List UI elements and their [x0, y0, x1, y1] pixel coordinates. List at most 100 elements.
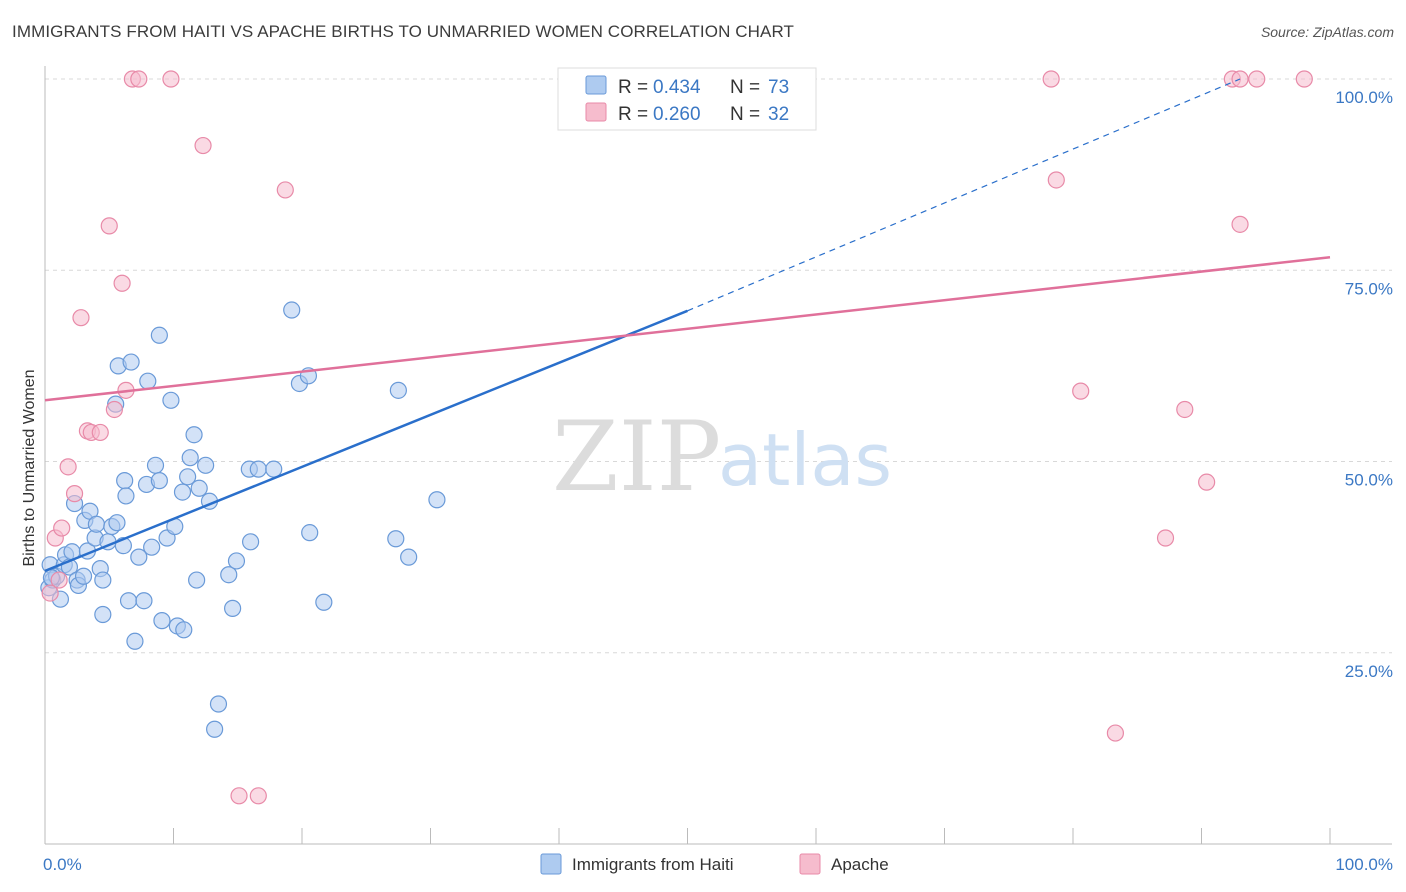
haiti-point-70 — [400, 548, 418, 566]
y-tick-label-1: 50.0% — [1345, 471, 1393, 490]
haiti-point-71 — [428, 491, 446, 509]
haiti-point-20 — [94, 605, 112, 624]
chart-title: IMMIGRANTS FROM HAITI VS APACHE BIRTHS T… — [12, 22, 795, 41]
haiti-point-19 — [94, 571, 112, 589]
y-tick-label-2: 75.0% — [1345, 279, 1393, 298]
source-label: Source: ZipAtlas.com — [1260, 24, 1394, 40]
bottom-legend: Immigrants from Haiti Apache — [540, 853, 889, 875]
apache-trend-line — [44, 256, 1331, 402]
haiti-point-61 — [249, 460, 267, 478]
haiti-point-47 — [179, 468, 197, 486]
haiti-point-49 — [185, 426, 203, 444]
stats-legend-r-label-2: R = — [618, 104, 648, 125]
haiti-point-28 — [117, 487, 135, 505]
x-tick-label-0: 0.0% — [43, 855, 82, 874]
apache-point-30 — [1231, 215, 1249, 233]
bottom-legend-label-haiti: Immigrants from Haiti — [572, 855, 734, 874]
stats-legend-r-value-2: 0.260 — [653, 104, 701, 125]
y-tick-label-0: 25.0% — [1345, 662, 1393, 681]
apache-point-12 — [113, 274, 131, 292]
haiti-point-24 — [108, 514, 126, 532]
y-tick-label-3: 100.0% — [1335, 88, 1393, 107]
apache-point-21 — [1042, 70, 1060, 88]
apache-point-18 — [230, 787, 248, 805]
x-tick-labels: 0.0% 100.0% — [43, 855, 1393, 874]
apache-point-19 — [249, 787, 267, 805]
stats-legend-n-label-2: N = — [730, 104, 760, 125]
apache-point-32 — [1295, 70, 1313, 88]
grid-lines — [45, 78, 1392, 654]
apache-point-16 — [162, 70, 180, 88]
haiti-point-58 — [227, 552, 246, 570]
haiti-point-56 — [220, 566, 238, 584]
haiti-point-54 — [206, 720, 224, 738]
y-tick-labels: 25.0% 50.0% 75.0% 100.0% — [1335, 88, 1393, 681]
apache-point-20 — [276, 181, 294, 199]
haiti-point-33 — [135, 592, 153, 610]
haiti-point-63 — [283, 301, 301, 319]
haiti-point-52 — [197, 456, 215, 474]
haiti-point-45 — [173, 483, 192, 501]
stats-legend-r-label-1: R = — [618, 77, 648, 98]
haiti-point-37 — [146, 456, 165, 474]
haiti-point-55 — [209, 695, 228, 713]
apache-point-2 — [50, 571, 68, 589]
y-axis-label: Births to Unmarried Women — [21, 369, 38, 566]
stats-legend: R = 0.434 N = 73 R = 0.260 N = 32 — [557, 67, 817, 131]
bottom-legend-label-apache: Apache — [831, 855, 889, 874]
series-immigrants-from-haiti — [40, 301, 446, 738]
stats-legend-n-label-1: N = — [730, 77, 760, 98]
haiti-point-60 — [242, 533, 260, 551]
series-apache — [41, 70, 1313, 805]
bottom-legend-swatch-blue — [540, 853, 562, 875]
apache-point-6 — [72, 309, 90, 327]
haiti-point-38 — [150, 472, 168, 490]
haiti-point-31 — [126, 632, 144, 650]
watermark-atlas: atlas — [718, 418, 892, 502]
haiti-point-46 — [175, 621, 193, 639]
watermark-zip: ZIP — [552, 401, 721, 513]
apache-point-26 — [1176, 400, 1194, 419]
bottom-legend-swatch-pink — [799, 853, 821, 875]
stats-legend-swatch-blue — [585, 75, 607, 95]
haiti-point-69 — [389, 381, 407, 399]
apache-point-10 — [100, 217, 118, 235]
haiti-point-66 — [301, 524, 319, 542]
haiti-point-48 — [181, 449, 199, 467]
apache-point-22 — [1047, 171, 1065, 189]
haiti-point-50 — [188, 571, 206, 589]
stats-legend-n-value-1: 73 — [768, 77, 789, 98]
apache-point-25 — [1156, 529, 1175, 547]
haiti-point-42 — [162, 391, 180, 409]
apache-point-31 — [1248, 70, 1266, 88]
haiti-point-30 — [122, 353, 140, 371]
watermark: ZIP atlas — [552, 401, 892, 513]
apache-point-24 — [1106, 724, 1125, 742]
axes — [44, 66, 1392, 845]
x-tick-label-1: 100.0% — [1335, 855, 1393, 874]
haiti-trend-extension — [687, 78, 1241, 312]
apache-point-5 — [65, 485, 84, 503]
haiti-point-35 — [139, 372, 157, 390]
stats-legend-r-value-1: 0.434 — [653, 77, 701, 98]
haiti-point-32 — [130, 548, 148, 566]
apache-point-23 — [1072, 382, 1090, 400]
haiti-point-67 — [315, 593, 333, 611]
trend-lines — [44, 78, 1331, 573]
haiti-point-51 — [190, 479, 208, 497]
apache-point-4 — [59, 458, 77, 476]
apache-point-11 — [105, 400, 123, 419]
haiti-point-29 — [119, 592, 138, 610]
apache-point-17 — [194, 136, 212, 155]
haiti-point-17 — [87, 515, 106, 533]
haiti-point-12 — [74, 567, 93, 585]
apache-point-27 — [1198, 473, 1216, 491]
haiti-point-40 — [153, 612, 171, 630]
apache-point-15 — [130, 70, 148, 88]
haiti-point-36 — [143, 538, 161, 556]
haiti-point-39 — [150, 326, 168, 344]
stats-legend-swatch-pink — [585, 102, 607, 122]
stats-legend-n-value-2: 32 — [768, 104, 789, 125]
haiti-point-27 — [116, 472, 134, 490]
